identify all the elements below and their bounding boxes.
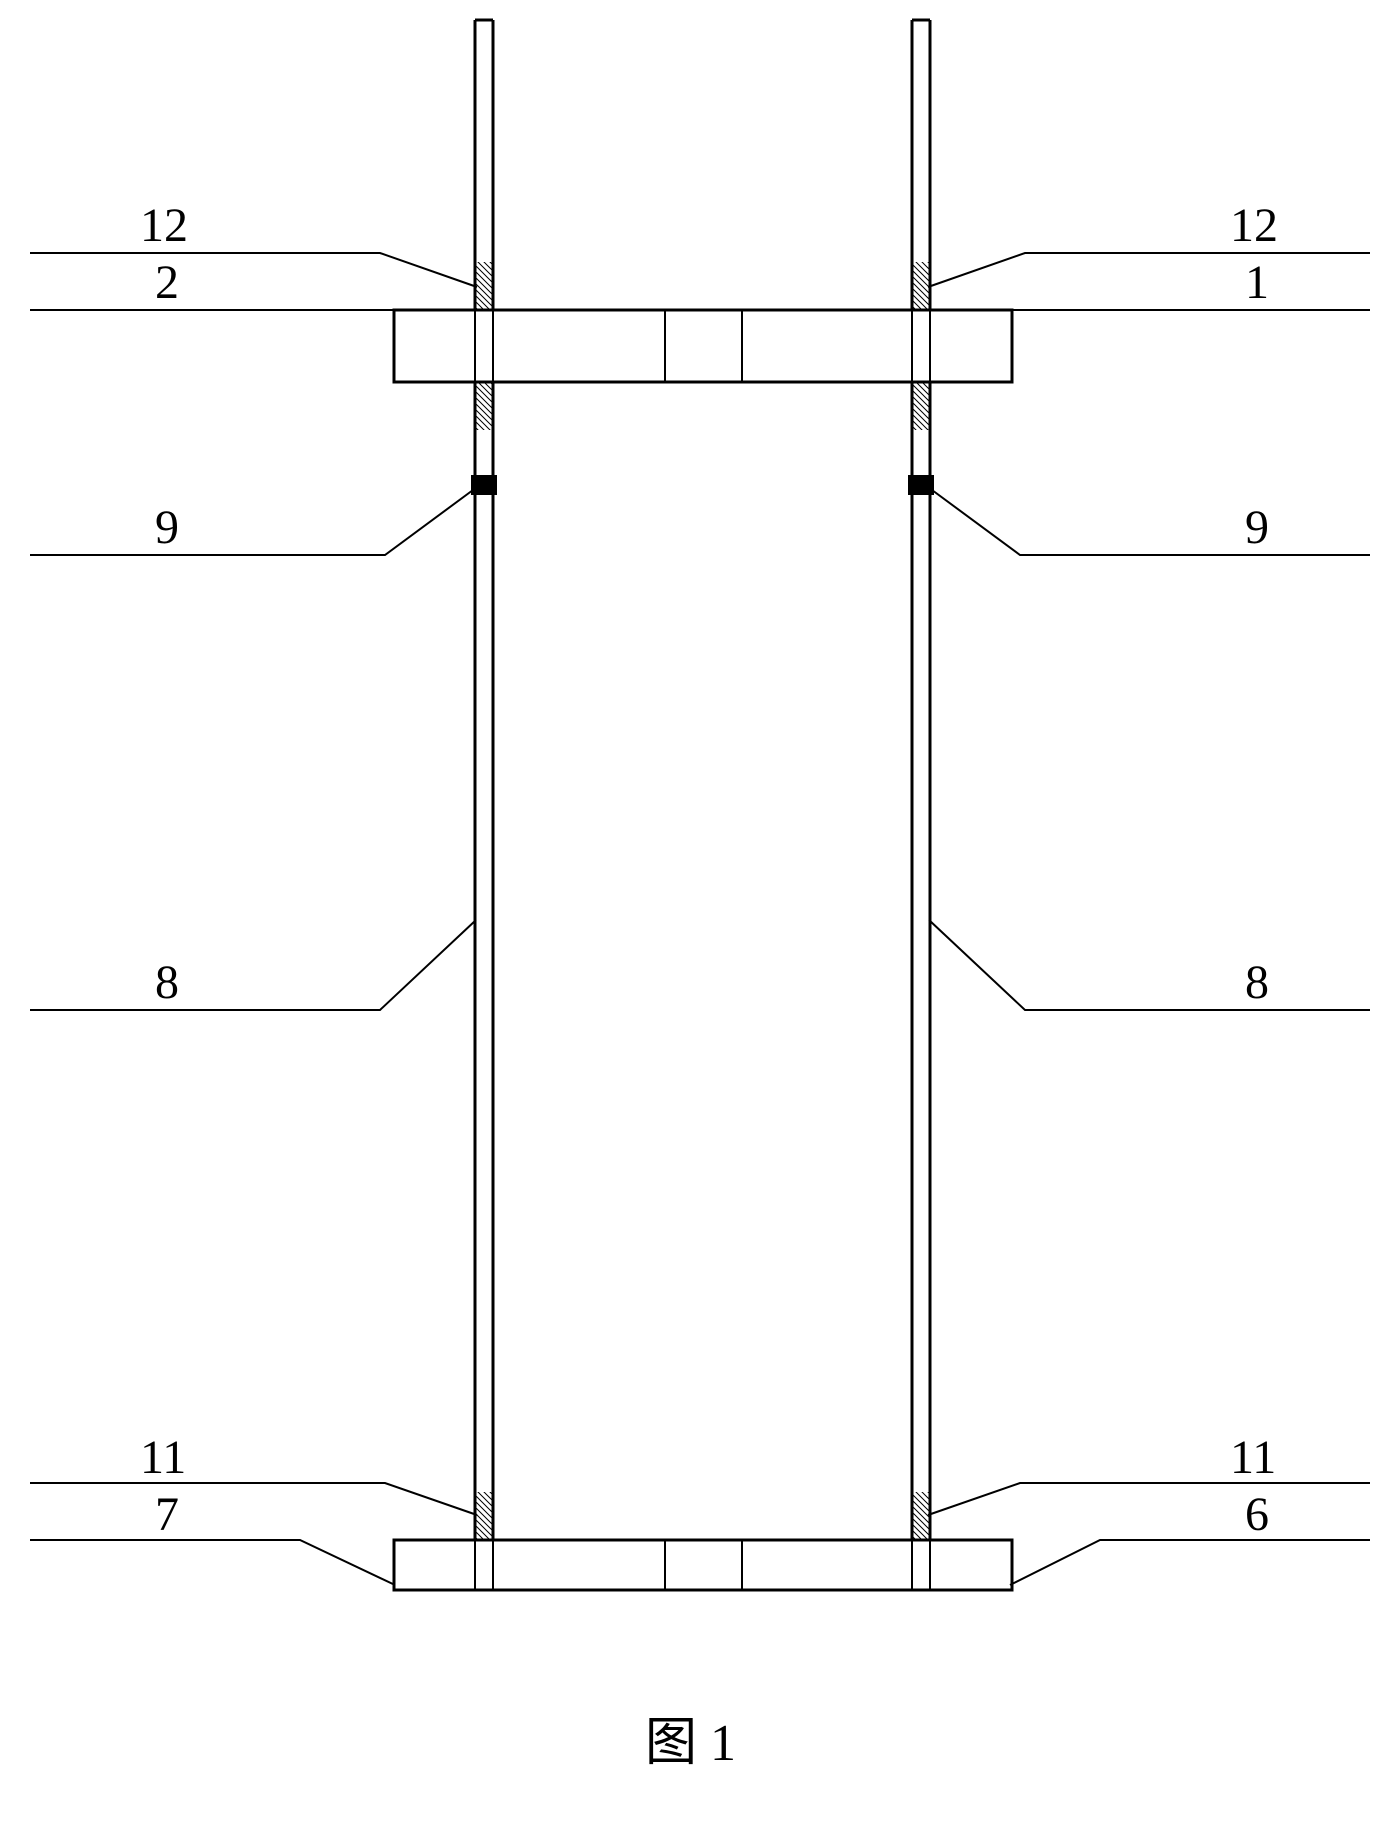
left-rod (471, 20, 497, 1540)
label-8-right: 8 (1245, 955, 1269, 1010)
label-9-left: 9 (155, 500, 179, 555)
label-7-left: 7 (155, 1487, 179, 1542)
label-1-right: 1 (1245, 255, 1269, 310)
label-11-right: 11 (1230, 1430, 1276, 1485)
leaders-left (30, 253, 477, 1585)
right-rod (908, 20, 934, 1540)
label-8-left: 8 (155, 955, 179, 1010)
label-12-right: 12 (1230, 198, 1278, 253)
figure-caption: 图 1 (645, 1700, 736, 1775)
label-11-left: 11 (140, 1430, 186, 1485)
upper-crossbar (394, 310, 1012, 382)
label-2-left: 2 (155, 255, 179, 310)
leaders-right (928, 253, 1370, 1585)
lower-crossbar (394, 1540, 1012, 1590)
diagram-svg (0, 0, 1391, 1838)
label-12-left: 12 (140, 198, 188, 253)
label-6-right: 6 (1245, 1487, 1269, 1542)
label-9-right: 9 (1245, 500, 1269, 555)
